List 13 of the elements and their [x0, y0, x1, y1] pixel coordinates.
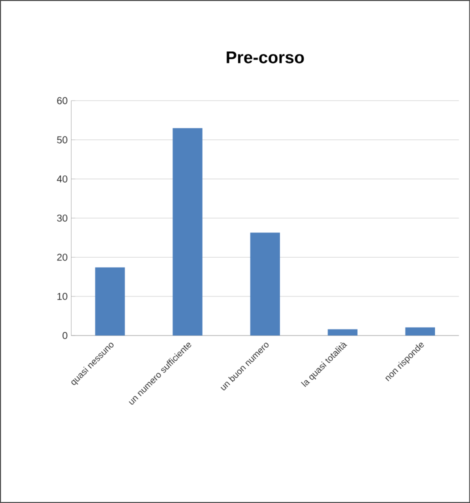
- bar: [95, 267, 125, 336]
- y-tick-label: 40: [56, 175, 68, 182]
- chart-title: Pre-corso: [226, 52, 304, 64]
- y-tick-label: 50: [56, 136, 68, 144]
- y-tick-label: 30: [56, 214, 68, 222]
- y-tick-label: 0: [62, 332, 68, 340]
- bar: [250, 232, 280, 336]
- y-tick-label: 20: [57, 254, 68, 261]
- y-tick-label: 60: [57, 97, 68, 104]
- bar: [405, 327, 435, 336]
- bar: [328, 329, 358, 336]
- y-tick-label: 10: [57, 292, 68, 300]
- bar: [172, 128, 202, 336]
